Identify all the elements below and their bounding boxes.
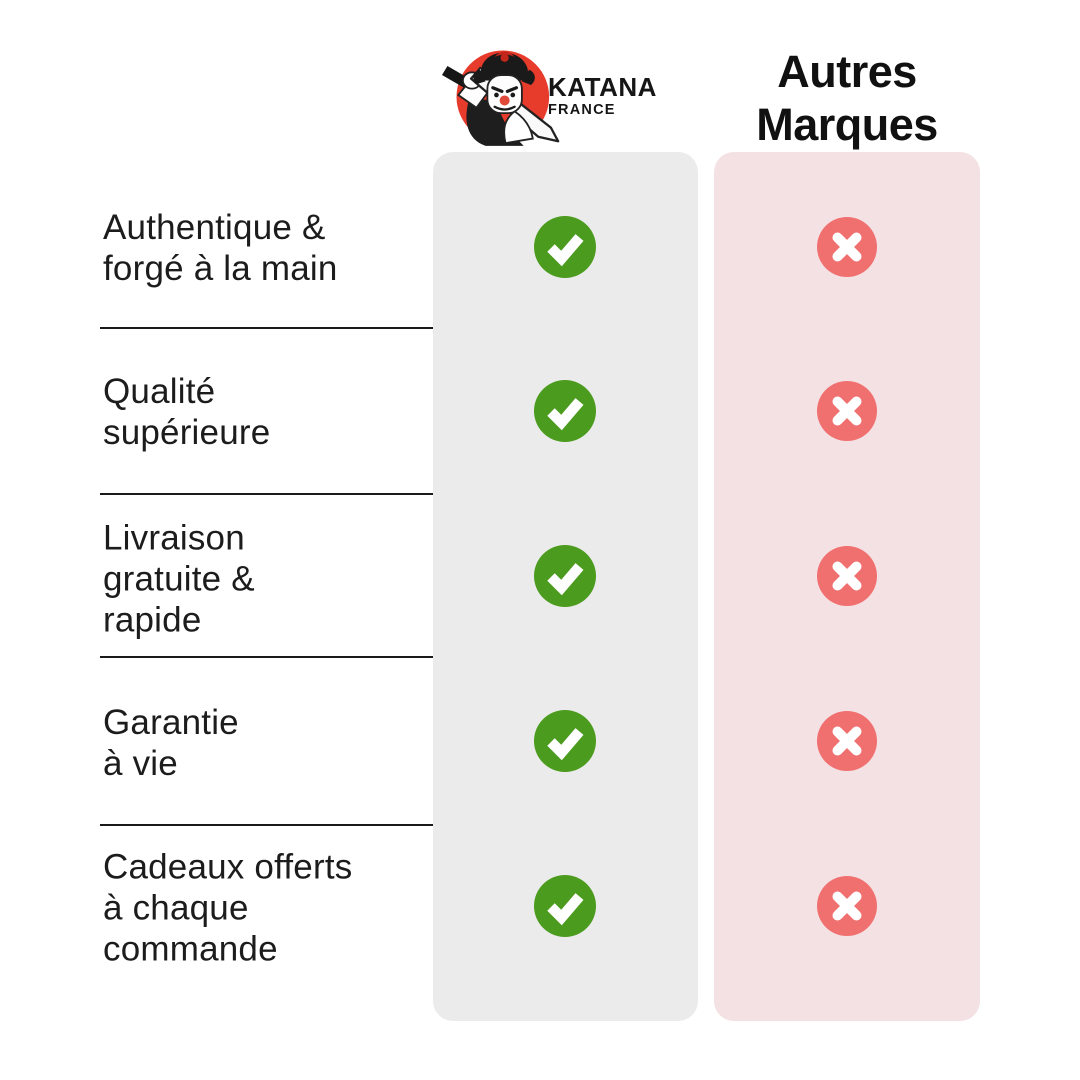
brand-wordmark: KATANA FRANCE: [548, 72, 657, 119]
check-icon: [534, 545, 596, 607]
cross-icon: [817, 381, 877, 441]
other-brands-header: Autres Marques: [756, 46, 938, 150]
cross-icon: [817, 876, 877, 936]
cross-icon: [817, 217, 877, 277]
check-icon: [534, 380, 596, 442]
check-icon: [534, 216, 596, 278]
row-divider: [100, 493, 433, 495]
feature-label-authentique: Authentique & forgé à la main: [103, 208, 338, 288]
brand-logo: KATANA FRANCE: [442, 36, 682, 154]
row-divider: [100, 327, 433, 329]
row-divider: [100, 656, 433, 658]
cross-icon: [817, 711, 877, 771]
feature-label-garantie: Garantie à vie: [103, 703, 239, 783]
feature-label-livraison: Livraison gratuite & rapide: [103, 518, 255, 640]
cross-icon: [817, 546, 877, 606]
feature-label-qualite: Qualité supérieure: [103, 372, 271, 452]
brand-name: KATANA: [548, 72, 657, 102]
check-icon: [534, 875, 596, 937]
feature-label-cadeaux: Cadeaux offerts à chaque commande: [103, 847, 353, 969]
samurai-katana-icon: [442, 50, 560, 146]
row-divider: [100, 824, 433, 826]
check-icon: [534, 710, 596, 772]
brand-country: FRANCE: [548, 102, 616, 119]
